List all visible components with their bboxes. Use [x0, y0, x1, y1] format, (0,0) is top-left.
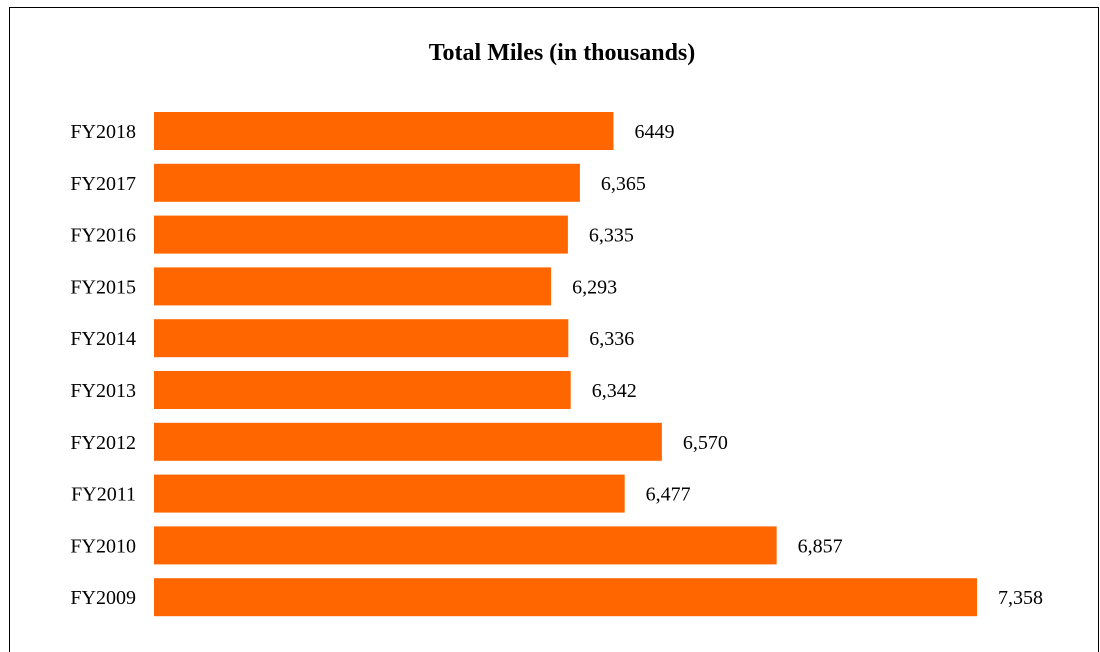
chart-title: Total Miles (in thousands)	[429, 40, 696, 66]
value-label: 6,342	[592, 380, 637, 402]
category-label: FY2015	[70, 276, 136, 298]
category-label: FY2016	[70, 225, 136, 247]
value-label: 6,365	[601, 173, 646, 195]
value-label: 6,477	[646, 484, 691, 506]
value-label: 6,335	[589, 225, 634, 247]
chart-frame	[9, 7, 1099, 652]
category-label: FY2010	[70, 535, 136, 557]
value-label: 6,293	[572, 276, 617, 298]
bar	[154, 422, 662, 461]
bar	[154, 319, 569, 358]
value-label: 6,336	[589, 328, 634, 350]
bar	[154, 474, 625, 513]
category-label: FY2017	[70, 173, 136, 195]
bar	[154, 526, 777, 565]
category-label: FY2014	[70, 328, 136, 350]
value-label: 6,570	[683, 432, 728, 454]
bars-group: FY2018 6449 FY2017 6,365 FY2016 6,335 FY2015 6,…	[70, 112, 1043, 617]
value-label: 6449	[634, 121, 674, 143]
category-label: FY2012	[70, 432, 136, 454]
value-label: 6,857	[798, 535, 843, 557]
category-label: FY2011	[71, 484, 136, 506]
category-label: FY2018	[70, 121, 136, 143]
bar	[154, 112, 614, 150]
bar	[154, 578, 977, 617]
bar	[154, 163, 580, 202]
bar	[154, 371, 571, 409]
bar	[154, 267, 552, 306]
category-label: FY2009	[70, 587, 136, 609]
value-label: 7,358	[998, 587, 1043, 609]
bar	[154, 215, 568, 254]
category-label: FY2013	[70, 380, 136, 402]
